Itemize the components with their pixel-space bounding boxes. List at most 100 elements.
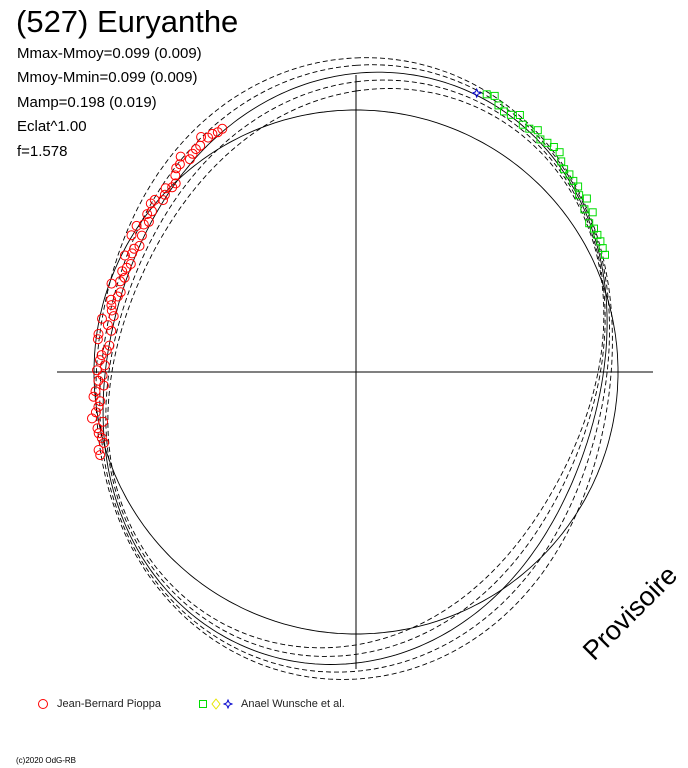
observation-point-2-20 — [580, 205, 589, 214]
observation-point-2-8 — [533, 126, 542, 135]
observation-point-2-6 — [518, 120, 527, 129]
observation-point-1-11 — [88, 391, 99, 402]
observation-point-1-16 — [92, 365, 102, 376]
observation-point-1-44 — [136, 230, 147, 241]
observation-point-2-10 — [543, 138, 552, 147]
observation-point-2-0 — [482, 90, 491, 99]
legend-label-observer-2: Anael Wunsche et al. — [241, 698, 345, 710]
observation-point-1-0 — [95, 450, 106, 461]
observation-point-1-18 — [94, 355, 105, 366]
model-envelope-curve-2 — [99, 64, 610, 673]
observation-point-1-9 — [93, 401, 104, 412]
observation-point-1-22 — [92, 334, 103, 345]
observation-point-2-18 — [575, 191, 584, 200]
observation-point-2-5 — [515, 111, 524, 119]
observation-point-1-56 — [170, 178, 181, 189]
observation-point-1-39 — [119, 250, 130, 261]
observation-point-2-7 — [525, 124, 534, 133]
observation-point-1-30 — [106, 294, 117, 305]
observation-point-1-69 — [217, 123, 228, 134]
observation-point-1-25 — [102, 320, 113, 331]
observation-point-2-27 — [601, 250, 609, 259]
observation-star-point — [471, 87, 482, 99]
observation-point-1-27 — [108, 311, 119, 322]
observation-point-2-12 — [555, 148, 564, 157]
observation-point-1-35 — [119, 272, 130, 283]
observation-point-1-6 — [98, 416, 109, 427]
observation-point-1-40 — [127, 248, 138, 259]
legend-label-observer-1: Jean-Bernard Pioppa — [57, 698, 161, 710]
stat-mamp: Mamp=0.198 (0.019) — [17, 94, 157, 111]
observation-point-1-12 — [90, 386, 101, 397]
observation-point-1-28 — [106, 305, 117, 316]
observation-point-1-65 — [196, 132, 207, 142]
observation-point-1-19 — [96, 350, 107, 361]
observation-point-1-38 — [125, 259, 136, 269]
observation-point-1-15 — [97, 370, 108, 381]
observation-point-2-17 — [574, 182, 583, 191]
observation-point-1-51 — [149, 194, 160, 205]
observation-point-1-23 — [93, 329, 104, 339]
observation-point-2-21 — [588, 208, 597, 217]
observation-point-1-29 — [106, 300, 117, 311]
chart-title: (527) Euryanthe — [16, 4, 239, 39]
observation-point-1-45 — [131, 220, 142, 231]
stat-mmoy-mmin: Mmoy-Mmin=0.099 (0.009) — [17, 69, 198, 86]
observation-point-1-59 — [174, 159, 185, 170]
observation-point-1-21 — [104, 340, 115, 351]
observation-point-1-32 — [115, 287, 126, 298]
observation-point-1-49 — [147, 206, 157, 217]
observation-point-1-20 — [101, 345, 112, 356]
observation-point-1-50 — [145, 198, 156, 209]
observation-point-1-5 — [92, 423, 103, 434]
observation-point-2-16 — [569, 176, 578, 185]
observation-point-1-52 — [158, 195, 168, 206]
observation-point-1-8 — [90, 407, 101, 418]
observation-point-2-14 — [560, 165, 569, 174]
observation-point-2-1 — [490, 91, 499, 100]
observation-point-1-33 — [106, 278, 117, 289]
observation-point-1-26 — [97, 313, 107, 324]
model-curve-0 — [93, 109, 619, 635]
copyright-notice: (c)2020 OdG-RB — [16, 756, 77, 765]
observation-point-1-41 — [129, 243, 140, 254]
observation-point-1-54 — [160, 183, 171, 194]
observation-point-1-43 — [126, 230, 137, 241]
legend-diamond-marker — [211, 698, 221, 710]
observation-point-2-13 — [557, 157, 566, 166]
observation-point-1-53 — [159, 189, 170, 200]
observation-point-1-4 — [93, 428, 104, 439]
observation-point-1-55 — [167, 182, 178, 193]
observation-point-1-67 — [207, 128, 218, 139]
observation-point-2-11 — [549, 143, 558, 151]
stat-frequency: f=1.578 — [17, 143, 68, 160]
observation-point-1-10 — [95, 396, 106, 407]
observation-point-2-4 — [506, 110, 515, 119]
stat-eclat: Eclat^1.00 — [17, 118, 87, 135]
legend-markers — [38, 698, 234, 710]
observation-point-1-2 — [99, 437, 109, 448]
legend-star-marker — [222, 698, 234, 710]
observation-point-1-48 — [142, 209, 153, 220]
observations-series-1 — [87, 123, 228, 461]
observation-point-1-60 — [175, 151, 186, 162]
observation-point-1-24 — [106, 325, 117, 336]
model-envelope-curve-5 — [107, 88, 605, 649]
legend-circle-marker — [38, 699, 48, 709]
observation-point-2-19 — [582, 194, 591, 203]
observation-point-1-13 — [98, 380, 109, 391]
model-envelope-curve-4 — [95, 57, 613, 680]
observation-point-1-46 — [138, 219, 149, 230]
observation-point-1-42 — [134, 240, 145, 251]
model-envelope-curve-3 — [105, 79, 606, 657]
stat-mmax-mmoy: Mmax-Mmoy=0.099 (0.009) — [17, 45, 202, 62]
legend-square-marker — [199, 700, 207, 708]
observation-point-1-1 — [93, 445, 104, 455]
observation-point-2-22 — [585, 219, 594, 228]
observation-point-1-47 — [143, 216, 154, 227]
observations-series-2 — [471, 87, 609, 259]
observation-point-1-57 — [170, 170, 181, 181]
observation-point-2-2 — [494, 101, 503, 110]
observation-point-1-61 — [184, 154, 195, 165]
